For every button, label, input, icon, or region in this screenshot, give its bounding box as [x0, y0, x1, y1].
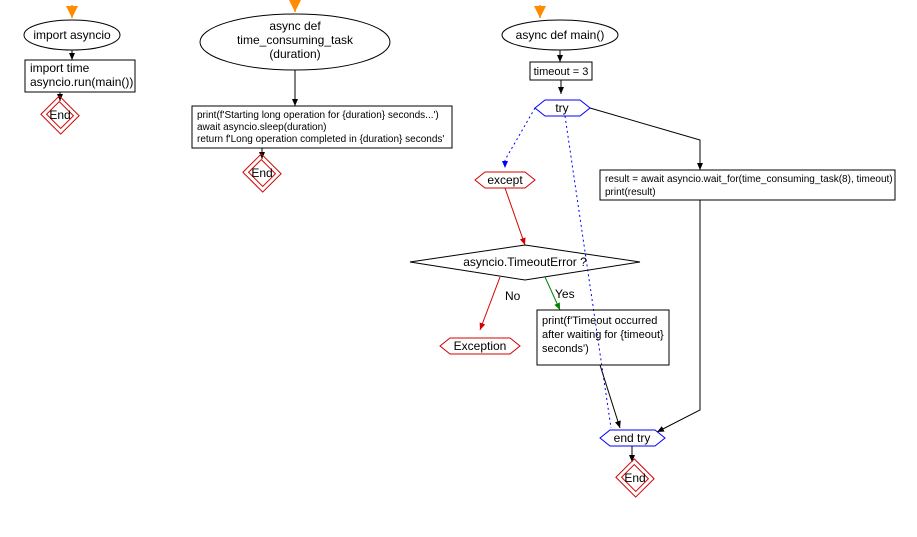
- svg-text:time_consuming_task: time_consuming_task: [237, 33, 354, 47]
- flowchart-1: import asyncio import time asyncio.run(m…: [24, 5, 135, 134]
- svg-text:print(result): print(result): [605, 187, 656, 198]
- svg-text:End: End: [624, 471, 645, 485]
- end-terminal-1: End: [41, 96, 79, 134]
- svg-text:End: End: [251, 166, 272, 180]
- svg-text:print(f'Timeout occurred: print(f'Timeout occurred: [542, 315, 657, 327]
- yes-label: Yes: [555, 287, 575, 301]
- no-label: No: [505, 289, 521, 303]
- flowchart-3: async def main() timeout = 3 try result …: [410, 5, 895, 497]
- svg-text:asyncio.TimeoutError ?: asyncio.TimeoutError ?: [463, 255, 587, 269]
- svg-text:try: try: [555, 101, 568, 115]
- svg-text:print(f'Starting long operatio: print(f'Starting long operation for {dur…: [197, 110, 439, 121]
- svg-text:End: End: [49, 108, 70, 122]
- flowchart-2: async def time_consuming_task (duration)…: [192, 0, 452, 192]
- svg-text:after waiting for {timeout}: after waiting for {timeout}: [542, 329, 664, 341]
- svg-text:await asyncio.sleep(duration): await asyncio.sleep(duration): [197, 122, 327, 133]
- svg-text:result = await asyncio.wait_fo: result = await asyncio.wait_for(time_con…: [605, 174, 893, 185]
- svg-text:async def: async def: [269, 19, 321, 33]
- end-terminal-3: End: [616, 459, 654, 497]
- svg-text:async def main(): async def main(): [516, 28, 605, 42]
- svg-text:except: except: [487, 173, 523, 187]
- svg-text:Exception: Exception: [454, 339, 507, 353]
- import-time-line1: import time: [30, 61, 90, 75]
- svg-text:end try: end try: [614, 431, 651, 445]
- svg-text:timeout = 3: timeout = 3: [534, 66, 589, 78]
- svg-text:(duration): (duration): [269, 47, 320, 61]
- svg-text:return f'Long operation comple: return f'Long operation completed in {du…: [197, 134, 444, 145]
- end-terminal-2: End: [243, 154, 281, 192]
- import-time-line2: asyncio.run(main()): [30, 75, 133, 89]
- svg-text:seconds'): seconds'): [542, 343, 589, 355]
- import-asyncio-label: import asyncio: [33, 28, 111, 42]
